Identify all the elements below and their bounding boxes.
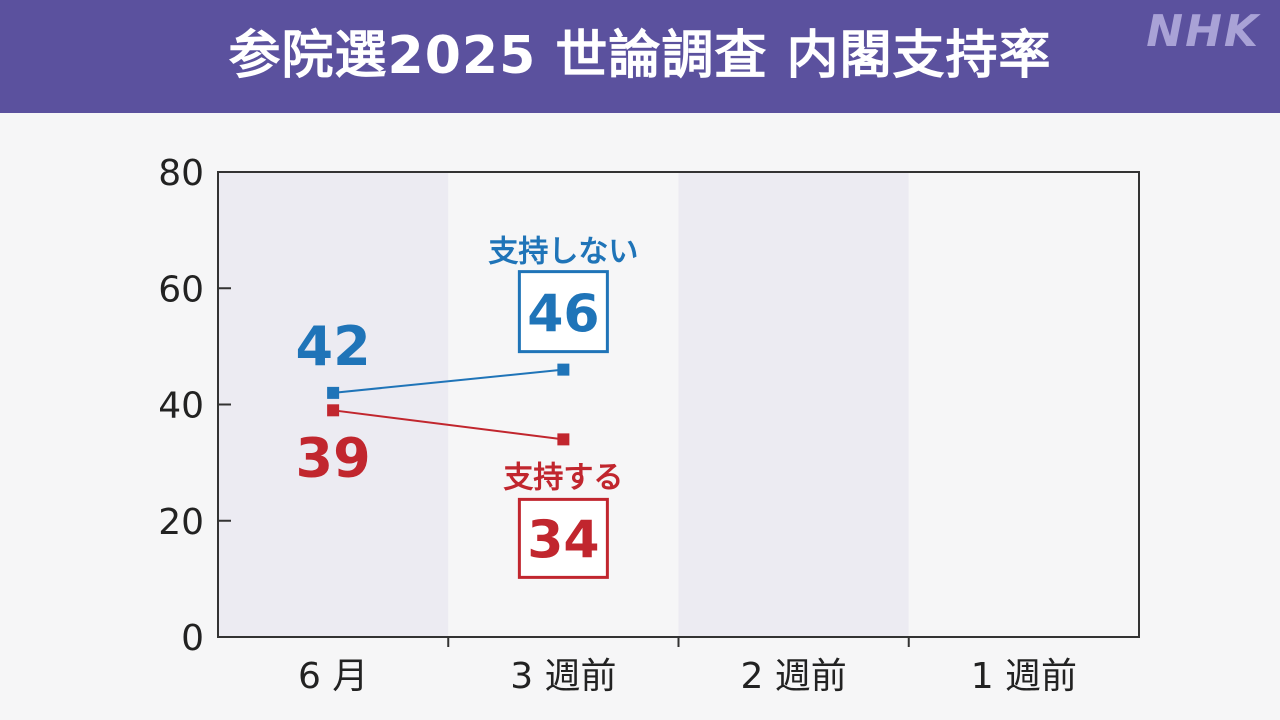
x-axis: 6 月 3 週前 2 週前 1 週前 xyxy=(298,637,1077,697)
data-point-not_support xyxy=(327,386,340,399)
data-label-not-support-jun: 42 xyxy=(296,315,371,378)
data-label-support-latest: 34 xyxy=(527,510,599,570)
chart-series xyxy=(327,363,570,446)
y-tick-label: 60 xyxy=(158,269,204,310)
chart-band xyxy=(908,172,1139,637)
x-category-label: 6 月 xyxy=(298,656,368,697)
header-bar xyxy=(0,0,1280,113)
page-title: 参院選2025 世論調査 内閣支持率 xyxy=(228,26,1052,86)
data-point-support xyxy=(327,404,340,417)
series-name-not-support: 支持しない xyxy=(488,235,638,270)
data-label-support-jun: 39 xyxy=(296,426,371,489)
y-tick-label: 80 xyxy=(158,153,204,194)
y-tick-label: 40 xyxy=(158,386,204,427)
series-name-support: 支持する xyxy=(503,460,623,495)
y-tick-label: 0 xyxy=(181,618,204,659)
x-category-label: 3 週前 xyxy=(510,656,616,697)
y-axis: 0 20 40 60 80 xyxy=(158,153,231,659)
chart-bands xyxy=(218,172,1139,637)
data-point-not_support xyxy=(557,363,570,376)
y-tick-label: 20 xyxy=(158,502,204,543)
series-line-not_support xyxy=(333,368,564,394)
x-category-label: 1 週前 xyxy=(971,656,1077,697)
nhk-logo: NHK xyxy=(1146,6,1260,57)
series-line-support xyxy=(332,409,564,441)
x-category-label: 2 週前 xyxy=(740,656,846,697)
value-box-not-support xyxy=(517,270,609,354)
data-label-not-support-latest: 46 xyxy=(527,285,599,345)
chart-labels: 42 39 支持しない 46 支持する 34 xyxy=(296,235,638,579)
value-box-support xyxy=(517,497,609,579)
chart-band xyxy=(678,172,909,637)
data-point-support xyxy=(557,433,570,446)
